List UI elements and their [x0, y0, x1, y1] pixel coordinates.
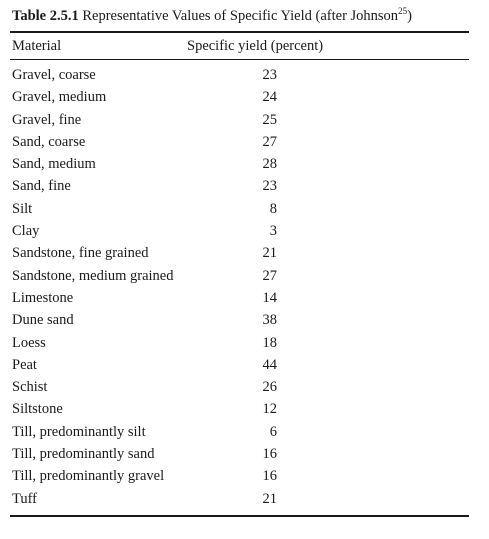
table-row: Sand, medium 28 — [10, 153, 469, 175]
material-cell: Schist — [12, 379, 48, 396]
material-cell: Till, predominantly silt — [12, 423, 146, 440]
table-row: Till, predominantly gravel 16 — [10, 465, 469, 487]
table-row: Clay 3 — [10, 220, 469, 242]
specific-yield-cell: 14 — [262, 289, 278, 306]
specific-yield-cell: 18 — [262, 334, 278, 351]
table-header-row: Material Specific yield (percent) — [10, 33, 469, 59]
material-cell: Sand, coarse — [12, 133, 86, 150]
table-row: Sandstone, fine grained 21 — [10, 242, 469, 264]
specific-yield-cell: 28 — [262, 156, 278, 173]
table-caption-reference: 25 — [398, 6, 408, 17]
table-row: Gravel, coarse 23 — [10, 64, 469, 86]
material-cell: Loess — [12, 334, 46, 351]
material-cell: Till, predominantly gravel — [12, 468, 165, 485]
material-cell: Gravel, fine — [12, 111, 82, 128]
material-cell: Sandstone, fine grained — [12, 245, 149, 262]
specific-yield-cell: 6 — [269, 423, 277, 440]
table-row: Schist 26 — [10, 376, 469, 398]
specific-yield-cell: 23 — [262, 67, 278, 83]
material-cell: Sand, medium — [12, 156, 96, 173]
material-cell: Sandstone, medium grained — [12, 267, 174, 284]
material-cell: Dune sand — [12, 312, 74, 329]
table-row: Gravel, medium 24 — [10, 86, 469, 108]
specific-yield-cell: 25 — [262, 111, 278, 128]
table-row: Loess 18 — [10, 332, 469, 354]
header-material: Material — [12, 38, 62, 54]
specific-yield-cell: 3 — [269, 223, 277, 240]
material-cell: Gravel, medium — [12, 89, 107, 106]
header-specific-yield: Specific yield (percent) — [187, 38, 324, 54]
table-caption-label: Table 2.5.1 — [12, 8, 79, 24]
table-row: Till, predominantly silt 6 — [10, 421, 469, 443]
material-cell: Sand, fine — [12, 178, 71, 195]
table-row: Silt 8 — [10, 198, 469, 220]
material-cell: Tuff — [12, 490, 37, 507]
material-cell: Peat — [12, 356, 37, 373]
material-cell: Clay — [12, 223, 40, 240]
table-row: Siltstone 12 — [10, 398, 469, 420]
table-caption-end: ) — [407, 8, 412, 24]
top-rule — [10, 31, 469, 33]
specific-yield-cell: 44 — [262, 356, 278, 373]
material-cell: Siltstone — [12, 401, 63, 418]
specific-yield-cell: 21 — [262, 245, 278, 262]
table-caption-text: Representative Values of Specific Yield … — [82, 8, 399, 24]
table-row: Limestone 14 — [10, 287, 469, 309]
specific-yield-cell: 23 — [262, 178, 278, 195]
table-row: Tuff 21 — [10, 488, 469, 510]
specific-yield-cell: 21 — [262, 490, 278, 507]
table-row: Till, predominantly sand 16 — [10, 443, 469, 465]
table-row: Sand, coarse 27 — [10, 131, 469, 153]
specific-yield-cell: 24 — [262, 89, 278, 106]
material-cell: Silt — [12, 200, 33, 217]
bottom-rule — [10, 514, 469, 517]
table-row: Peat 44 — [10, 354, 469, 376]
table-caption: Table 2.5.1 Representative Values of Spe… — [10, 6, 469, 26]
specific-yield-cell: 16 — [262, 446, 278, 463]
table-body: Gravel, coarse 23 Gravel, medium 24 Gravel, … — [10, 60, 469, 510]
table-document: Table 2.5.1 Representative Values of Spe… — [10, 6, 469, 517]
material-cell: Limestone — [12, 289, 74, 306]
specific-yield-cell: 12 — [262, 401, 278, 418]
specific-yield-cell: 27 — [262, 133, 278, 150]
specific-yield-cell: 16 — [262, 468, 278, 485]
specific-yield-cell: 26 — [262, 379, 278, 396]
material-cell: Till, predominantly sand — [12, 446, 155, 463]
specific-yield-cell: 8 — [269, 200, 277, 217]
table-row: Gravel, fine 25 — [10, 109, 469, 131]
material-cell: Gravel, coarse — [12, 67, 96, 83]
specific-yield-cell: 38 — [262, 312, 278, 329]
table-row: Sandstone, medium grained 27 — [10, 265, 469, 287]
table-row: Sand, fine 23 — [10, 175, 469, 197]
header-rule — [10, 59, 469, 60]
specific-yield-cell: 27 — [262, 267, 278, 284]
table-row: Dune sand 38 — [10, 309, 469, 331]
